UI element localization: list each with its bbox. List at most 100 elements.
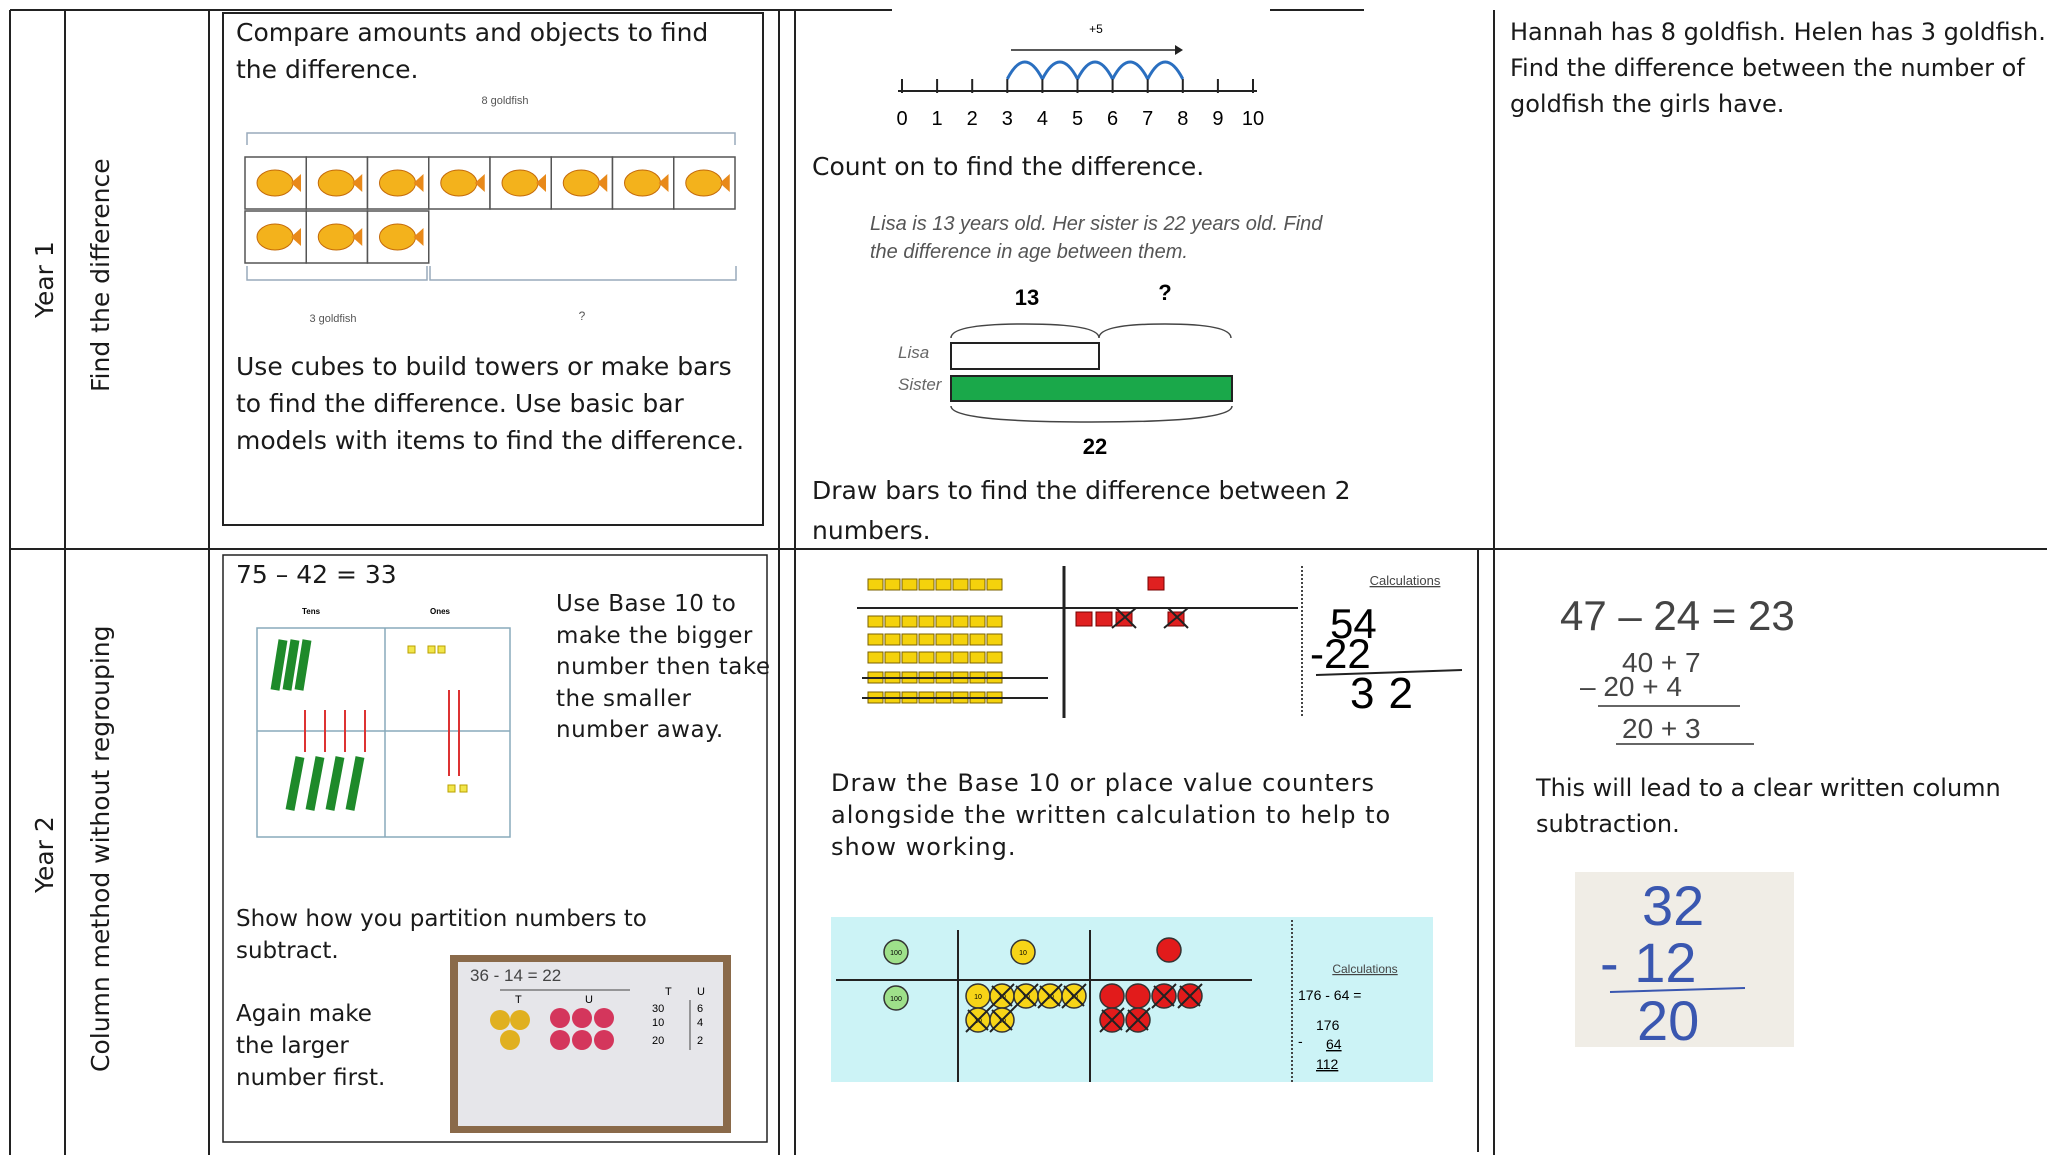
jump-arc — [1005, 60, 1044, 80]
rod-unit — [884, 578, 901, 591]
rod-unit — [952, 633, 969, 646]
rod-unit — [884, 633, 901, 646]
rod-unit — [935, 615, 952, 628]
rod-unit — [901, 615, 918, 628]
cross-out — [1061, 983, 1087, 1009]
rod-unit — [901, 633, 918, 646]
cross-out — [1037, 983, 1063, 1009]
instruction: Draw the Base 10 or place value counters… — [831, 769, 1392, 861]
tick-label: 4 — [1037, 108, 1048, 130]
handwritten: 20 + 3 — [1622, 713, 1701, 744]
bar-label: ? — [1158, 280, 1171, 305]
rod-unit — [884, 651, 901, 664]
word-problem: Lisa is 13 years old. Her sister is 22 y… — [870, 213, 1323, 263]
cross-out — [1125, 1007, 1151, 1033]
rod-unit — [901, 578, 918, 591]
tick-label: 9 — [1212, 108, 1223, 130]
photo-text: 4 — [697, 1017, 703, 1029]
rod-unit — [986, 578, 1003, 591]
tick-label: 8 — [1177, 108, 1188, 130]
jump-label: +5 — [1089, 22, 1103, 36]
number-line-ticks: 0 1 2 3 4 5 6 7 8 9 10 — [896, 60, 1264, 130]
arrowhead — [1175, 45, 1183, 55]
chart-frame — [256, 627, 511, 838]
counter-label: 10 — [974, 994, 982, 1001]
box — [222, 12, 764, 526]
cross-out — [989, 983, 1015, 1009]
bar-label: 13 — [1015, 285, 1039, 310]
photo-text: T — [515, 994, 522, 1006]
counter-label: 10 — [1070, 994, 1078, 1001]
handwritten: -22 — [1310, 630, 1371, 677]
photo-text: T — [665, 986, 672, 998]
rod-unit — [918, 578, 935, 591]
rod-unit — [884, 615, 901, 628]
cross-out — [1151, 983, 1177, 1009]
counter — [1010, 939, 1036, 965]
place-value-counters: 100 100 10 10 10 10 10 10 10 10 — [883, 937, 1203, 1033]
rod-unit — [952, 615, 969, 628]
rod-unit — [935, 651, 952, 664]
rod-unit — [986, 633, 1003, 646]
jump-arc — [1041, 60, 1079, 80]
bar-model: 13 ? Lisa Sister 22 — [898, 280, 1233, 459]
jump-arc — [1111, 60, 1150, 80]
instruction: Compare amounts and objects to find the … — [236, 18, 709, 84]
take-away-arrows — [304, 690, 460, 776]
header: Ones — [430, 607, 451, 616]
handwritten: 20 — [1637, 989, 1699, 1052]
tens-counters — [490, 1010, 530, 1050]
photo-text: 2 — [697, 1035, 703, 1047]
rod-unit — [867, 633, 884, 646]
equation: 75 – 42 = 33 — [236, 560, 397, 589]
calc-text: 112 — [1316, 1056, 1339, 1072]
rod-unit — [986, 615, 1003, 628]
cross-out — [965, 1007, 991, 1033]
rod-unit — [935, 633, 952, 646]
tens-rods — [270, 639, 365, 811]
handwritten: 32 — [1642, 874, 1704, 937]
rod-unit — [867, 615, 884, 628]
instruction: Again make the larger number first. — [236, 1001, 386, 1091]
tick-label: 5 — [1072, 108, 1083, 130]
cross-out — [1111, 607, 1189, 629]
instruction: Draw bars to find the difference between… — [812, 476, 1351, 545]
bar-label: 22 — [1083, 434, 1107, 459]
brace — [950, 405, 1233, 423]
counter-label: 10 — [998, 1018, 1006, 1025]
tick-label: 1 — [932, 108, 943, 130]
underline — [1315, 669, 1463, 676]
jump-arc — [1076, 60, 1114, 80]
instruction: Use cubes to build towers or make bars t… — [236, 352, 745, 455]
tick-label: 2 — [967, 108, 978, 130]
bar-name: Sister — [898, 375, 943, 394]
rod-unit — [918, 633, 935, 646]
rod-unit — [969, 615, 986, 628]
handwritten: – 20 + 4 — [1580, 671, 1682, 702]
tens-rods — [862, 578, 1048, 704]
counter — [883, 985, 909, 1011]
rod-unit — [969, 633, 986, 646]
rod-unit — [952, 578, 969, 591]
jump-arc — [1146, 60, 1185, 80]
counter-label: 10 — [974, 1018, 982, 1025]
instruction: This will lead to a clear written column… — [1536, 774, 2001, 838]
rod-unit — [935, 578, 952, 591]
rod-unit — [901, 651, 918, 664]
cross-out — [1099, 1007, 1125, 1033]
instruction: Show how you partition numbers to subtra… — [236, 906, 647, 964]
photo-text: 20 — [652, 1035, 664, 1047]
photo-text: 36 - 14 = 22 — [470, 966, 561, 985]
cross-out — [989, 1007, 1015, 1033]
rod-unit — [867, 651, 884, 664]
counter-label: 10 — [998, 994, 1006, 1001]
counter-label: 10 — [1022, 994, 1030, 1001]
calc-heading: Calculations — [1332, 962, 1397, 976]
rod-unit — [952, 651, 969, 664]
